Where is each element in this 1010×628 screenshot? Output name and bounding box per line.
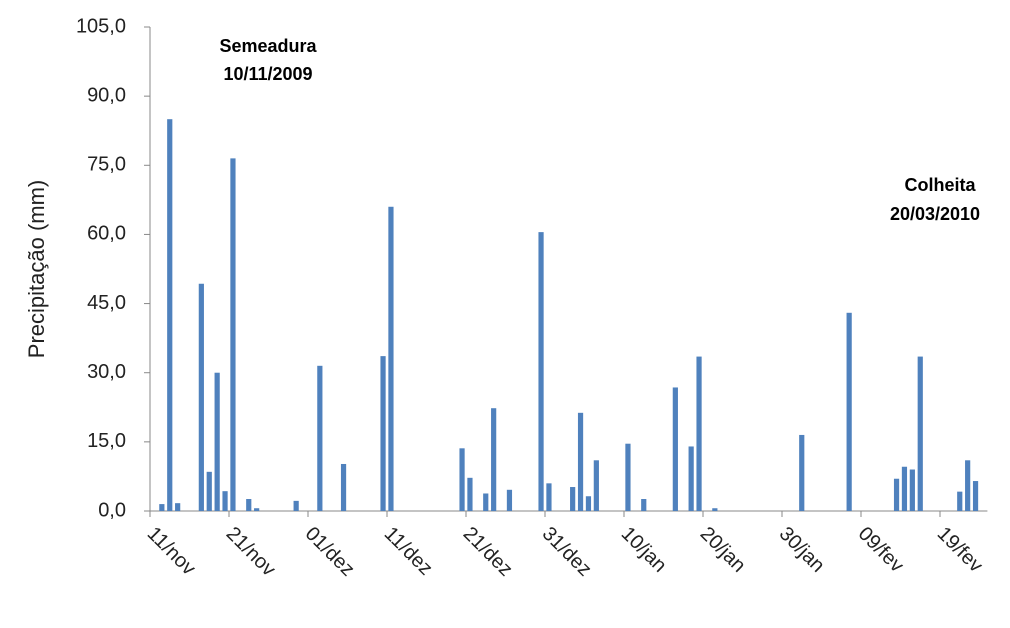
y-tick-label: 90,0 [87,84,126,106]
bar [696,356,702,511]
bar [909,469,915,511]
x-tick-label: 11/nov [143,523,200,580]
bar [159,504,165,511]
y-tick-label: 15,0 [87,430,126,452]
bar [893,478,900,511]
bar [293,500,299,511]
bar [688,446,694,511]
y-tick-label: 0,0 [98,499,126,521]
bar [957,491,963,511]
bar [712,508,718,511]
x-tick-label: 11/dez [380,523,437,580]
bar [206,471,212,511]
annotation: Semeadura [219,36,317,56]
bar [672,387,678,511]
bar [538,232,544,511]
bar [467,477,473,511]
bar [483,493,489,511]
bar [546,483,552,511]
annotation: 10/11/2009 [223,64,312,84]
x-tick-label: 09/fev [854,523,908,577]
y-tick-label: 105,0 [76,15,126,37]
bar [593,460,599,511]
bar [901,466,908,511]
bar [570,487,576,511]
bar [254,508,260,511]
bar [846,312,852,511]
bar [175,503,181,511]
bar [340,463,347,511]
x-tick-label: 19/fev [933,523,987,577]
bar [459,448,465,511]
x-tick-label: 10/jan [617,523,671,577]
bar [246,499,252,511]
bar [317,365,323,511]
bar [230,158,236,511]
y-axis-label: Precipitação (mm) [24,180,49,358]
bar [577,412,584,511]
bar [641,499,647,511]
bar [799,434,805,511]
annotation: 20/03/2010 [890,204,980,224]
x-tick-label: 21/nov [222,523,280,581]
x-tick-label: 30/jan [775,523,829,577]
bar [380,356,386,511]
x-tick-label: 01/dez [301,523,359,581]
bar [388,206,394,511]
annotation: Colheita [904,175,976,195]
bar [972,481,979,511]
y-tick-label: 60,0 [87,223,126,245]
bar [506,489,513,511]
bar [625,443,631,511]
x-tick-label: 31/dez [538,523,596,581]
bar [222,491,228,511]
bar [167,119,173,511]
bar [917,356,923,511]
bar [965,460,971,511]
y-tick-label: 75,0 [87,154,126,176]
bar [491,408,497,511]
y-tick-label: 30,0 [87,361,126,383]
bar [198,283,204,511]
x-tick-label: 20/jan [696,523,750,577]
bar [585,496,592,511]
bar [214,372,220,511]
y-tick-label: 45,0 [87,292,126,314]
x-tick-label: 21/dez [459,523,517,581]
